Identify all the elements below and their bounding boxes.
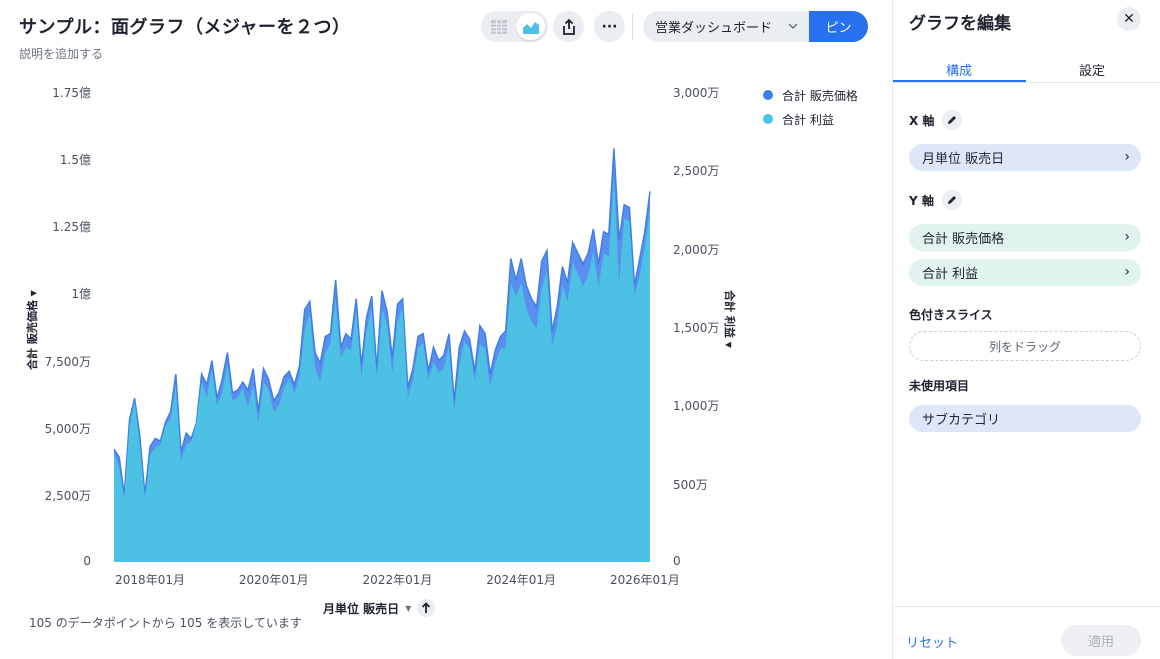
panel-title: グラフを編集: [909, 14, 1011, 34]
unused-field-pill[interactable]: サブカテゴリ: [909, 405, 1141, 432]
color-slice-dropzone[interactable]: 列をドラッグ: [909, 331, 1141, 361]
datapoint-footnote: 105 のデータポイントから 105 を表示しています: [29, 616, 302, 630]
chart-view-button[interactable]: [516, 13, 545, 40]
y-axis-section-label: Y 軸: [909, 193, 934, 208]
series-line-sales: [113, 148, 651, 496]
chart-editor-main: サンプル：面グラフ（メジャーを２つ） 説明を追加する: [19, 11, 868, 630]
tab-settings[interactable]: 設定: [1078, 64, 1105, 79]
pencil-icon: [947, 196, 956, 204]
tab-compose[interactable]: 構成: [945, 64, 972, 79]
table-view-button[interactable]: [484, 13, 513, 40]
y-field-pill-profit[interactable]: 合計 利益 ›: [909, 259, 1141, 286]
description-field[interactable]: 説明を追加する: [19, 47, 104, 61]
close-icon: ✕: [1123, 11, 1135, 27]
y-field-label: 合計 利益: [922, 267, 979, 282]
x-tick-label: 2026年01月: [609, 573, 680, 587]
y-axis-right-title: 合計 利益: [723, 290, 736, 338]
y-right-tick-label: 1,500万: [673, 321, 720, 335]
legend-item-profit[interactable]: 合計 利益: [763, 107, 858, 131]
y-axis-section: Y 軸: [909, 190, 962, 210]
chevron-right-icon: ›: [1124, 149, 1130, 165]
sort-button[interactable]: [417, 599, 436, 617]
x-axis-section: X 軸: [909, 110, 963, 130]
y-field-label: 合計 販売価格: [922, 232, 1005, 247]
dashboard-select[interactable]: 営業ダッシュボード: [643, 11, 809, 42]
x-axis-section-label: X 軸: [909, 113, 935, 128]
legend-dot: [763, 90, 773, 100]
footer-divider: [893, 606, 1160, 607]
y-left-tick-label: 5,000万: [44, 421, 91, 436]
caret-icon: ▼: [724, 341, 733, 348]
chevron-down-icon: [788, 23, 798, 30]
y-right-tick-label: 2,500万: [673, 164, 720, 179]
chevron-right-icon: ›: [1124, 229, 1130, 245]
caret-icon: ▼: [405, 603, 412, 613]
x-field-label: 月単位 販売日: [922, 152, 1005, 167]
y-left-tick-label: 2,500万: [44, 488, 91, 503]
edit-x-axis-button[interactable]: [942, 110, 963, 130]
area-chart-icon: [522, 21, 539, 34]
y-axis-left-title: 合計 販売価格: [26, 300, 39, 370]
x-tick-label: 2024年01月: [486, 573, 557, 587]
x-tick-label: 2022年01月: [362, 573, 433, 587]
legend-dot: [763, 114, 773, 124]
arrow-up-icon: [422, 602, 431, 613]
toolbar-divider: [632, 14, 633, 40]
dashboard-select-value: 営業ダッシュボード: [655, 21, 773, 36]
active-tab-indicator: [893, 80, 1026, 82]
tab-divider: [893, 82, 1160, 83]
y-left-tick-label: 1億: [71, 287, 91, 302]
caret-icon: ▼: [29, 290, 38, 297]
share-button[interactable]: [553, 11, 584, 42]
y-field-pill-sales[interactable]: 合計 販売価格 ›: [909, 224, 1141, 251]
y-right-tick-label: 2,000万: [673, 242, 720, 257]
y-left-tick-label: 7,500万: [44, 354, 91, 369]
color-slice-section-label: 色付きスライス: [909, 308, 993, 322]
pencil-icon: [948, 116, 957, 124]
unused-field-label: サブカテゴリ: [922, 413, 1001, 428]
share-icon: [562, 18, 575, 35]
y-right-tick-label: 0: [673, 554, 681, 568]
legend-label: 合計 販売価格: [782, 88, 858, 103]
chevron-right-icon: ›: [1124, 264, 1130, 280]
y-right-tick-label: 3,000万: [673, 86, 720, 100]
table-icon: [490, 19, 507, 34]
y-right-tick-label: 1,000万: [673, 399, 720, 414]
legend-item-sales[interactable]: 合計 販売価格: [763, 83, 858, 107]
x-tick-label: 2018年01月: [115, 573, 185, 587]
legend-label: 合計 利益: [782, 112, 834, 127]
y-left-tick-label: 1.5億: [59, 153, 91, 168]
reset-link[interactable]: リセット: [906, 636, 959, 651]
chart-legend: 合計 販売価格 合計 利益: [763, 83, 858, 131]
area-chart: [113, 148, 651, 562]
view-toggle: [481, 11, 548, 42]
y-axis-left-label[interactable]: 合計 販売価格 ▼: [24, 290, 40, 370]
y-left-tick-label: 0: [83, 554, 91, 568]
apply-button[interactable]: 適用: [1061, 625, 1141, 656]
y-axis-right-label[interactable]: 合計 利益 ▼: [722, 290, 738, 348]
x-tick-label: 2020年01月: [238, 573, 309, 587]
x-axis-title: 月単位 販売日: [323, 601, 400, 616]
edit-y-axis-button[interactable]: [941, 190, 962, 210]
series-area-profit[interactable]: [114, 176, 650, 562]
y-right-tick-label: 500万: [673, 477, 708, 492]
edit-chart-panel: グラフを編集 ✕ 構成 設定 X 軸 月単位 販売日 › Y 軸: [892, 0, 1160, 659]
page-title[interactable]: サンプル：面グラフ（メジャーを２つ）: [19, 17, 351, 38]
x-axis-label[interactable]: 月単位 販売日 ▼: [323, 599, 436, 617]
y-left-tick-label: 1.75億: [52, 86, 91, 100]
more-options-button[interactable]: ···: [594, 11, 625, 42]
unused-section-label: 未使用項目: [909, 379, 970, 393]
x-field-pill[interactable]: 月単位 販売日 ›: [909, 144, 1141, 171]
pin-button[interactable]: ピン: [809, 11, 868, 42]
close-button[interactable]: ✕: [1117, 7, 1141, 31]
y-left-tick-label: 1.25億: [52, 220, 91, 235]
